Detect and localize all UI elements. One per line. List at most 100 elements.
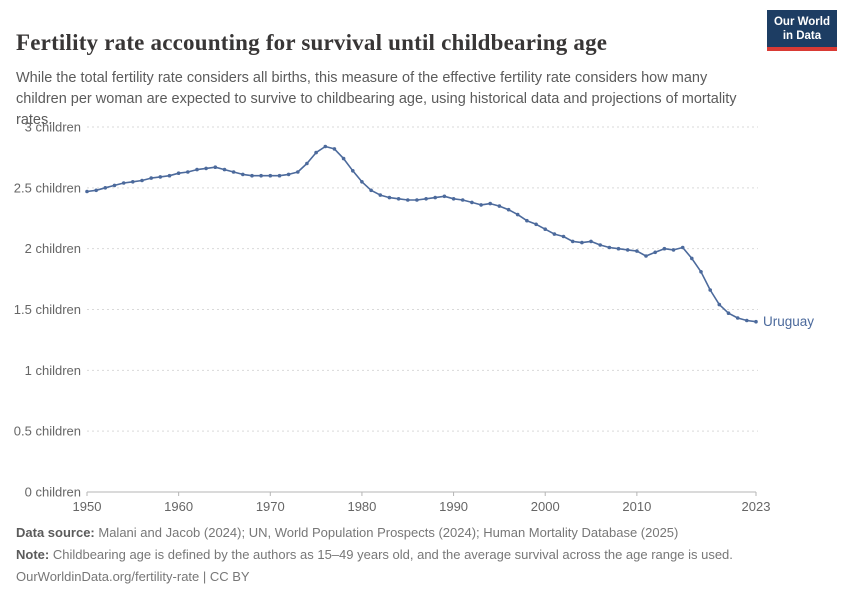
chart-plot-area[interactable]: 0 children 0.5 children 1 children 1.5 chil… xyxy=(0,115,850,520)
data-point[interactable] xyxy=(515,212,520,217)
data-point[interactable] xyxy=(167,173,172,178)
data-point[interactable] xyxy=(85,189,89,194)
data-point[interactable] xyxy=(222,167,227,172)
chart-footer: Data source: Malani and Jacob (2024); UN… xyxy=(16,522,836,588)
gridlines xyxy=(87,126,758,432)
data-point[interactable] xyxy=(268,173,273,178)
y-tick-label: 1.5 children xyxy=(14,302,81,317)
permalink-license-line[interactable]: OurWorldinData.org/fertility-rate | CC B… xyxy=(16,569,250,584)
data-source-text: Malani and Jacob (2024); UN, World Popul… xyxy=(98,525,679,540)
data-point[interactable] xyxy=(103,186,108,190)
data-point[interactable] xyxy=(570,239,575,244)
x-tick-label: 1960 xyxy=(164,499,193,514)
data-point[interactable] xyxy=(451,197,456,201)
data-point[interactable] xyxy=(607,245,612,250)
data-point[interactable] xyxy=(396,197,401,201)
data-source-line: Data source: Malani and Jacob (2024); UN… xyxy=(16,522,836,544)
data-point[interactable] xyxy=(277,173,282,178)
data-point[interactable] xyxy=(341,156,346,161)
y-tick-label: 1 children xyxy=(25,363,81,378)
data-point[interactable] xyxy=(635,249,639,253)
data-point[interactable] xyxy=(176,171,181,175)
data-point[interactable] xyxy=(351,169,355,173)
x-axis: 1950 1960 1970 1980 1990 2000 2010 2023 xyxy=(73,491,771,514)
data-point[interactable] xyxy=(131,180,135,184)
data-point[interactable] xyxy=(204,166,208,171)
data-point[interactable] xyxy=(323,144,328,149)
data-point[interactable] xyxy=(470,200,474,205)
data-point[interactable] xyxy=(121,181,126,185)
x-tick-label: 2023 xyxy=(742,499,771,514)
data-point[interactable] xyxy=(387,195,392,200)
data-point[interactable] xyxy=(369,188,373,193)
data-point[interactable] xyxy=(745,318,749,323)
data-point[interactable] xyxy=(415,198,419,202)
data-point[interactable] xyxy=(506,207,511,212)
owid-logo[interactable]: Our World in Data xyxy=(766,10,837,51)
note-label: Note: xyxy=(16,547,50,562)
x-tick-label: 1980 xyxy=(347,499,376,514)
data-point[interactable] xyxy=(580,240,584,245)
data-point[interactable] xyxy=(699,270,703,274)
data-point[interactable] xyxy=(690,256,694,261)
x-tick-label: 1950 xyxy=(73,499,102,514)
data-point[interactable] xyxy=(754,319,758,324)
note-text: Childbearing age is defined by the autho… xyxy=(52,547,733,562)
data-point[interactable] xyxy=(708,288,712,292)
x-tick-label: 2010 xyxy=(622,499,651,514)
data-point[interactable] xyxy=(589,239,593,244)
owid-logo-line1: Our World xyxy=(773,16,830,28)
data-point[interactable] xyxy=(717,302,722,307)
data-point[interactable] xyxy=(534,222,538,227)
data-point[interactable] xyxy=(653,250,657,255)
data-point[interactable] xyxy=(213,165,218,169)
data-point[interactable] xyxy=(616,246,621,251)
data-point[interactable] xyxy=(525,218,529,223)
data-point[interactable] xyxy=(735,316,740,320)
data-point[interactable] xyxy=(314,150,318,155)
data-point[interactable] xyxy=(433,195,438,200)
data-point[interactable] xyxy=(231,170,236,174)
data-point[interactable] xyxy=(332,147,337,151)
data-point[interactable] xyxy=(442,194,447,199)
data-point[interactable] xyxy=(195,167,199,172)
data-point[interactable] xyxy=(726,311,731,315)
data-point[interactable] xyxy=(662,246,667,251)
data-point[interactable] xyxy=(158,175,163,179)
data-point[interactable] xyxy=(671,248,676,252)
data-point[interactable] xyxy=(460,198,465,202)
y-tick-label: 0.5 children xyxy=(14,424,81,439)
series-points-uruguay[interactable] xyxy=(85,144,758,324)
data-point[interactable] xyxy=(488,201,493,206)
data-point[interactable] xyxy=(94,188,98,193)
data-point[interactable] xyxy=(644,254,648,258)
data-point[interactable] xyxy=(112,183,117,188)
data-point[interactable] xyxy=(305,161,309,166)
data-point[interactable] xyxy=(543,227,547,231)
data-point[interactable] xyxy=(479,203,483,207)
note-line: Note: Childbearing age is defined by the… xyxy=(16,544,836,566)
data-point[interactable] xyxy=(561,234,566,239)
page-title: Fertility rate accounting for survival u… xyxy=(16,30,608,56)
data-point[interactable] xyxy=(296,170,300,174)
data-point[interactable] xyxy=(598,243,602,247)
data-point[interactable] xyxy=(680,245,685,250)
data-point[interactable] xyxy=(241,172,245,177)
data-point[interactable] xyxy=(149,176,153,180)
data-point[interactable] xyxy=(625,248,630,252)
data-point[interactable] xyxy=(140,178,144,183)
data-point[interactable] xyxy=(424,197,428,201)
data-point[interactable] xyxy=(360,180,364,184)
data-point[interactable] xyxy=(286,172,291,177)
data-point[interactable] xyxy=(259,173,263,178)
entity-label-uruguay[interactable]: Uruguay xyxy=(763,314,814,329)
data-point[interactable] xyxy=(186,170,190,174)
y-tick-label: 2 children xyxy=(25,241,81,256)
fertility-line-chart: 0 children 0.5 children 1 children 1.5 chil… xyxy=(14,120,814,515)
y-tick-label: 0 children xyxy=(25,485,81,500)
data-point[interactable] xyxy=(378,193,383,197)
data-point[interactable] xyxy=(406,198,410,202)
data-point[interactable] xyxy=(497,204,502,208)
data-point[interactable] xyxy=(552,232,557,236)
data-point[interactable] xyxy=(250,173,254,178)
